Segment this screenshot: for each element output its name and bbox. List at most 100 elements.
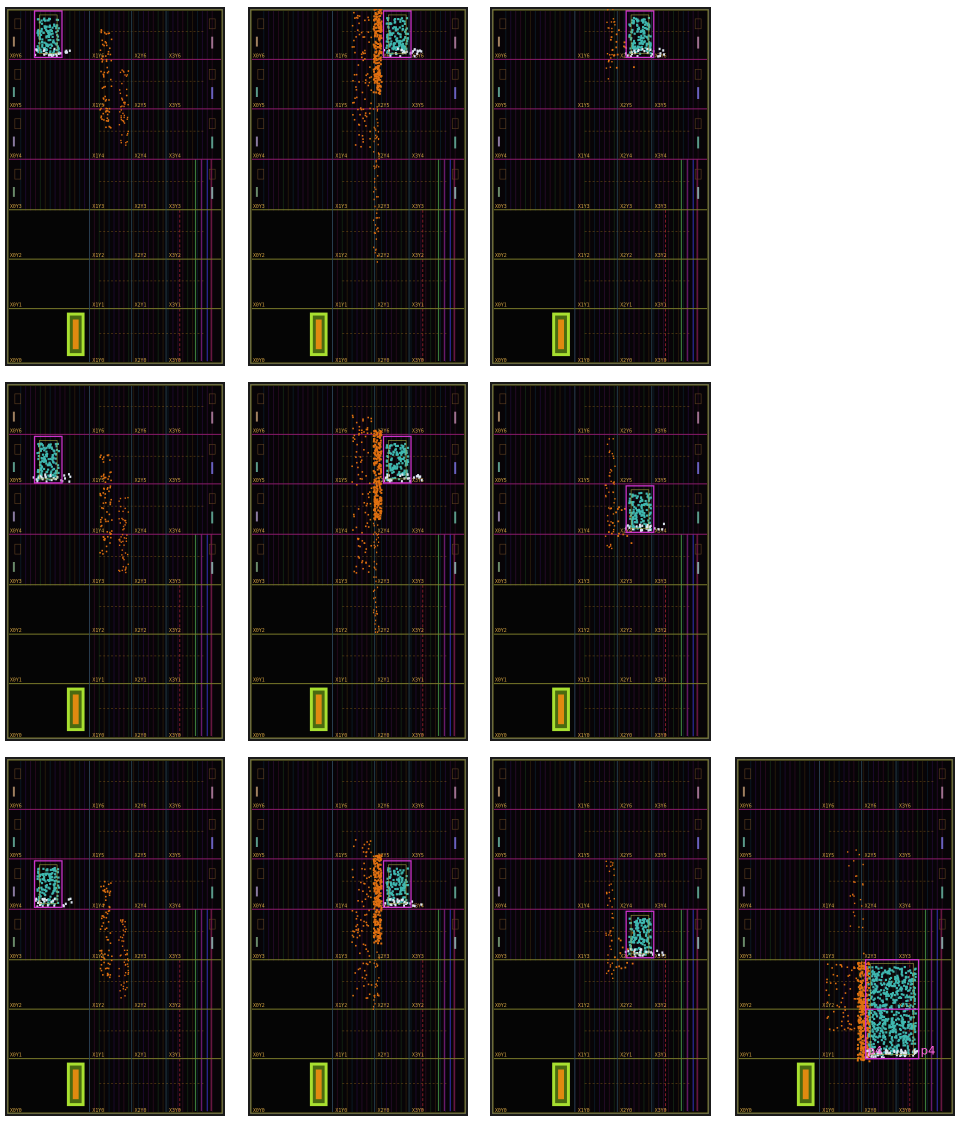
cyan-cell <box>55 879 58 882</box>
cyan-cell <box>399 446 402 450</box>
orange-cell <box>376 994 379 997</box>
cyan-cell <box>391 885 394 889</box>
orange-cell <box>352 440 354 443</box>
orange-cell <box>373 198 375 201</box>
clock-region-label: X3Y5 <box>655 103 667 109</box>
io-stub <box>257 69 265 80</box>
orange-cell <box>865 1018 868 1021</box>
cyan-cell <box>630 42 634 45</box>
white-cell <box>396 898 399 901</box>
cyan-cell <box>628 497 631 500</box>
orange-cell <box>865 986 868 989</box>
orange-cell <box>126 963 129 965</box>
clock-region-label: X1Y6 <box>335 428 347 434</box>
orange-cell <box>826 978 828 981</box>
cyan-cell <box>389 870 392 873</box>
cyan-cell <box>644 924 647 927</box>
orange-cell <box>378 38 381 41</box>
orange-cell <box>866 1028 869 1031</box>
orange-cell <box>376 963 378 965</box>
orange-cell <box>127 965 129 968</box>
white-cell <box>45 899 48 902</box>
orange-cell <box>356 461 358 464</box>
orange-cell <box>378 69 381 72</box>
cyan-cell <box>389 31 392 35</box>
cyan-cell <box>38 35 41 38</box>
clock-region-label: X1Y0 <box>578 358 590 364</box>
orange-cell <box>375 501 377 504</box>
orange-cell <box>831 967 833 969</box>
orange-cell <box>615 40 618 43</box>
orange-cell <box>103 44 105 47</box>
orange-cell <box>109 531 111 534</box>
orange-cell <box>377 138 380 141</box>
orange-cell <box>374 449 377 452</box>
cyan-cell <box>386 38 389 41</box>
orange-cell <box>361 134 364 137</box>
orange-cell <box>861 1046 863 1049</box>
cyan-cell <box>37 443 40 446</box>
white-cell <box>412 476 415 479</box>
clock-region-label: X3Y0 <box>169 1108 181 1114</box>
orange-cell <box>104 899 107 901</box>
white-cell <box>412 904 415 907</box>
white-cell <box>635 525 638 528</box>
orange-cell <box>368 482 371 485</box>
orange-cell <box>860 1017 862 1020</box>
orange-cell <box>373 439 375 442</box>
orange-cell <box>101 59 104 61</box>
cyan-cell <box>875 979 878 982</box>
orange-cell <box>865 967 868 970</box>
orange-cell <box>105 887 108 890</box>
orange-cell <box>375 918 377 921</box>
orange-cell <box>100 885 102 888</box>
device-outline <box>250 384 466 739</box>
orange-cell <box>378 455 381 458</box>
cyan-cell <box>648 41 651 44</box>
orange-cell <box>126 132 129 135</box>
orange-cell <box>375 883 378 886</box>
orange-cell <box>376 435 379 438</box>
cyan-cell <box>909 986 912 990</box>
cyan-cell <box>642 503 646 507</box>
orange-cell <box>380 52 383 55</box>
orange-cell <box>106 487 109 489</box>
orange-cell <box>101 118 103 121</box>
clock-region-label: X2Y5 <box>378 103 390 109</box>
orange-cell <box>834 982 837 985</box>
orange-cell <box>362 52 365 55</box>
orange-cell <box>605 860 607 863</box>
cyan-cell <box>39 447 42 450</box>
cyan-cell <box>47 445 50 448</box>
cyan-cell <box>388 889 391 892</box>
orange-cell <box>379 872 382 875</box>
clock-region-label: X1Y3 <box>578 579 590 585</box>
orange-cell <box>355 944 357 947</box>
orange-cell <box>380 12 383 15</box>
cyan-cell <box>909 978 913 981</box>
orange-cell <box>373 23 376 26</box>
cyan-cell <box>645 22 648 25</box>
orange-cell <box>122 934 125 936</box>
orange-cell <box>379 31 382 34</box>
orange-cell <box>375 77 378 80</box>
orange-cell <box>105 98 108 101</box>
orange-cell <box>363 448 365 451</box>
orange-cell <box>376 500 379 503</box>
cyan-cell <box>397 17 400 21</box>
orange-cell <box>374 251 376 254</box>
cyan-cell <box>888 967 891 970</box>
cyan-cell <box>633 920 636 924</box>
orange-cell <box>378 467 381 470</box>
orange-cell <box>380 9 383 11</box>
orange-cell <box>862 1035 865 1038</box>
clock-region-label: X1Y3 <box>92 204 104 210</box>
cyan-cell <box>388 888 391 891</box>
orange-cell <box>354 839 357 841</box>
orange-cell <box>604 484 607 486</box>
orange-cell <box>370 420 373 423</box>
white-cell <box>393 900 396 903</box>
cyan-cell <box>909 980 912 983</box>
cyan-cell <box>400 892 403 895</box>
cyan-cell <box>877 967 880 970</box>
